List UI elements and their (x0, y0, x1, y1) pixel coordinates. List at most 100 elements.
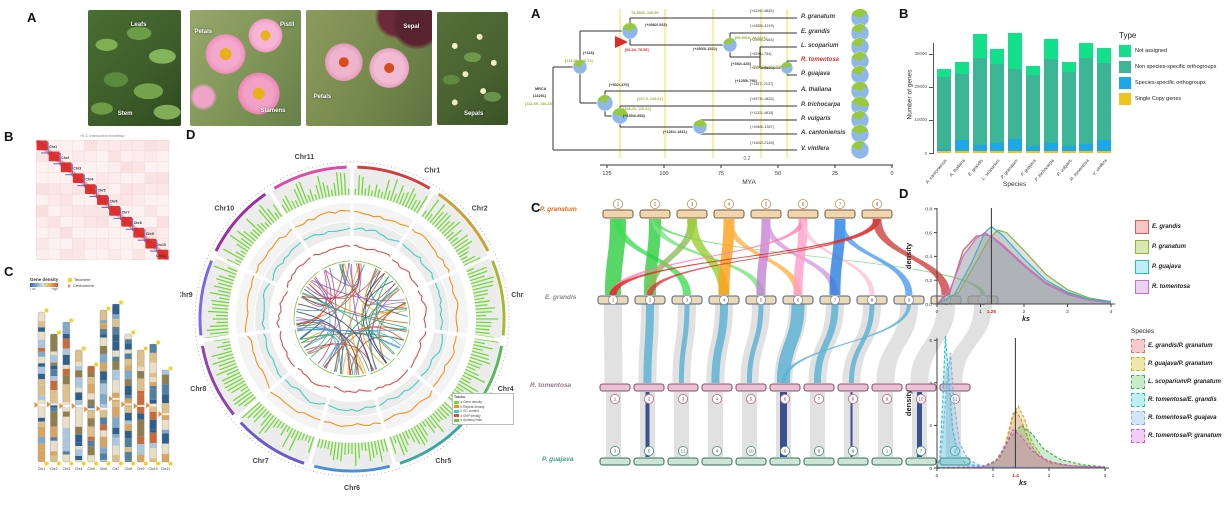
synteny-ribbon (674, 392, 689, 457)
pie-green-wedge (851, 8, 868, 18)
y-tick-label: 10000 (914, 117, 927, 123)
centromere-pinch (75, 405, 83, 407)
heatmap-cell (36, 249, 48, 260)
synteny-ribbon (643, 304, 654, 383)
synteny-chromosome-bar (769, 383, 801, 392)
ideogram-band (38, 321, 45, 328)
ideogram-band (62, 411, 70, 417)
synteny-ribbon (718, 219, 735, 295)
synteny-ribbon (876, 304, 918, 383)
ideogram-band (112, 319, 120, 327)
segment-gap (401, 254, 491, 298)
centromere-pinch (87, 408, 95, 411)
ideogram-band (137, 426, 145, 437)
ks-bottom-legend: Species E. grandis/P. granatum P. guajava/… (1131, 328, 1222, 447)
gene-density-spike (240, 250, 247, 255)
synteny-chord (313, 277, 343, 374)
gene-density-spike (357, 442, 360, 459)
centromere-pinch (124, 403, 132, 406)
chromosome-number: 8 (852, 397, 855, 402)
ideogram-chr-label: Chr9 (137, 467, 144, 471)
heatmap-cell (132, 183, 145, 195)
bar-segment (990, 64, 1005, 144)
x-tick-label: 1 (992, 473, 995, 479)
ideogram-band (137, 444, 145, 455)
chromosome-number-badge (745, 393, 756, 404)
density-legend-item: P. guajava (1135, 260, 1190, 274)
density-curve (936, 335, 1106, 469)
gene-density-spike (315, 184, 321, 200)
ks-density-top: 0 1 2 3 4 1.25 0.0 0.2 0.4 0.6 0.8 ks density E. gra… (893, 196, 1227, 323)
heatmap-cell (144, 150, 157, 162)
gene-density-spike (243, 396, 257, 407)
telomere-icon (143, 346, 148, 351)
ideogram-band (149, 399, 157, 404)
chromosome-number: 3 (614, 449, 617, 454)
centromere-icon (59, 403, 64, 409)
ideogram-band (38, 443, 45, 451)
synteny-ribbon (652, 219, 986, 295)
ideogram-band (38, 363, 45, 367)
gene-density-spike (316, 175, 324, 199)
gene-density-spike (432, 412, 441, 423)
y-axis-tick (929, 153, 933, 154)
ideogram-band (50, 407, 58, 412)
synteny-chord (334, 326, 407, 373)
pie-green-wedge (851, 81, 868, 91)
gene-density-spike (473, 293, 489, 298)
ideogram-outline (62, 321, 70, 463)
centromere-icon (68, 283, 71, 288)
gene-density-spike (453, 238, 469, 250)
gene-density-spike (475, 324, 492, 327)
synteny-chromosome-bar (639, 209, 671, 219)
legend-chip (1119, 77, 1131, 89)
heatmap-cell (72, 249, 85, 260)
centromere-icon (121, 401, 126, 408)
chromosome-number: 7 (920, 449, 923, 454)
telomere-icon (56, 461, 61, 466)
heatmap-cell (132, 161, 145, 173)
chromosome-number: 2 (649, 298, 652, 303)
density-curve (936, 231, 1112, 305)
panel-b-right-label: B (899, 6, 909, 21)
ideogram-band (112, 326, 120, 335)
ideogram-band (149, 344, 157, 353)
pie-green-wedge (851, 140, 865, 150)
density-legend-item: R. tomentosa/P. guajava (1131, 411, 1222, 425)
ideogram-band (75, 449, 83, 456)
heatmap-cell (156, 140, 169, 151)
legend-label: R. tomentosa/E. grandis (1148, 397, 1217, 403)
ideogram-band (137, 384, 145, 391)
density-curve (936, 424, 1106, 469)
ideogram-band (100, 453, 107, 460)
heatmap-cell (48, 227, 60, 238)
gene-density-spike (258, 414, 275, 435)
ideogram-band (124, 370, 132, 380)
gene-density-spike (475, 311, 492, 314)
heatmap-cell (36, 183, 49, 195)
ideogram-outline (149, 343, 157, 463)
ideogram-band (100, 380, 107, 384)
gene-density-gradient (30, 283, 58, 287)
gene-density-spike (380, 439, 385, 452)
ideogram-band (62, 454, 70, 462)
density-fill (937, 429, 1105, 468)
chromosome-ideograms: Chr1 Chr2 Chr3 Chr4 Chr5 Chr6 Chr7 Chr8 Chr9 Chr1… (34, 300, 173, 471)
chromosome-number-badge (610, 393, 621, 404)
ideogram-band (75, 366, 83, 371)
chromosome-number-badge (915, 393, 926, 404)
synteny-chord (307, 277, 331, 355)
chromosome-number: 6 (784, 449, 787, 454)
ideogram-band (62, 364, 70, 369)
ideogram-band (100, 323, 107, 330)
gene-density-spike (258, 209, 272, 226)
gene-density-spike (241, 401, 261, 419)
bar-segment (954, 150, 969, 153)
chromosome-number-badge (718, 295, 729, 306)
gene-density-spike (264, 416, 278, 433)
gene-density-spike (295, 183, 306, 205)
gene-density-spike (211, 350, 233, 358)
gene-density-spike (212, 307, 229, 310)
gene-density-spike (247, 403, 263, 419)
synteny-ribbon (810, 392, 825, 457)
